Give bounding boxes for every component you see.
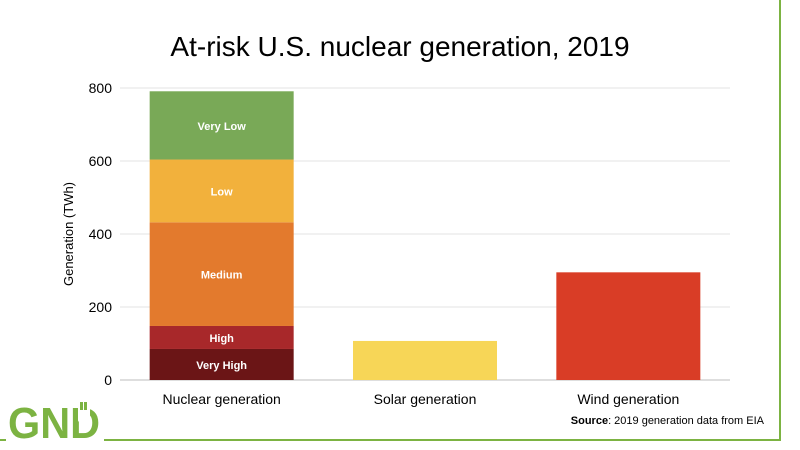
bar-segment xyxy=(353,340,497,380)
source-note: Source: 2019 generation data from EIA xyxy=(571,415,764,427)
y-tick-label: 0 xyxy=(104,372,112,388)
y-tick-label: 200 xyxy=(89,299,113,315)
bars xyxy=(149,91,701,380)
segment-label: Very Low xyxy=(198,121,247,133)
segment-label: High xyxy=(209,333,234,345)
gnd-logo-mark: GND xyxy=(8,399,100,446)
bar-segment xyxy=(149,325,294,349)
bar-segment xyxy=(149,222,294,326)
bar-segment xyxy=(149,91,294,160)
x-tick-label: Solar generation xyxy=(374,391,477,407)
segment-label: Very High xyxy=(196,360,247,372)
x-tick-label: Nuclear generation xyxy=(163,391,281,407)
y-tick-label: 400 xyxy=(89,226,113,242)
chart-title: At-risk U.S. nuclear generation, 2019 xyxy=(170,31,629,62)
frame-border-bottom xyxy=(0,439,781,441)
raised-fist-icon xyxy=(78,400,90,422)
source-text: : 2019 generation data from EIA xyxy=(608,415,764,427)
y-tick-label: 800 xyxy=(89,80,113,96)
y-tick-label: 600 xyxy=(89,153,113,169)
y-axis-label: Generation (TWh) xyxy=(61,182,76,286)
source-label: Source xyxy=(570,415,609,427)
x-tick-label: Wind generation xyxy=(577,391,679,407)
segment-label: Low xyxy=(211,186,233,198)
bar-segment xyxy=(149,348,294,380)
y-tick-labels: 0 200 400 600 800 xyxy=(89,80,113,388)
bar-segment xyxy=(149,159,294,223)
bar-segment xyxy=(556,272,701,380)
gnd-logo: GND xyxy=(6,390,104,446)
segment-label: Medium xyxy=(201,270,243,282)
x-tick-labels: Nuclear generation Solar generation Wind g… xyxy=(163,391,680,407)
frame-border-right xyxy=(779,0,781,441)
segment-labels: Very High High Medium Low Very Low xyxy=(196,121,247,372)
